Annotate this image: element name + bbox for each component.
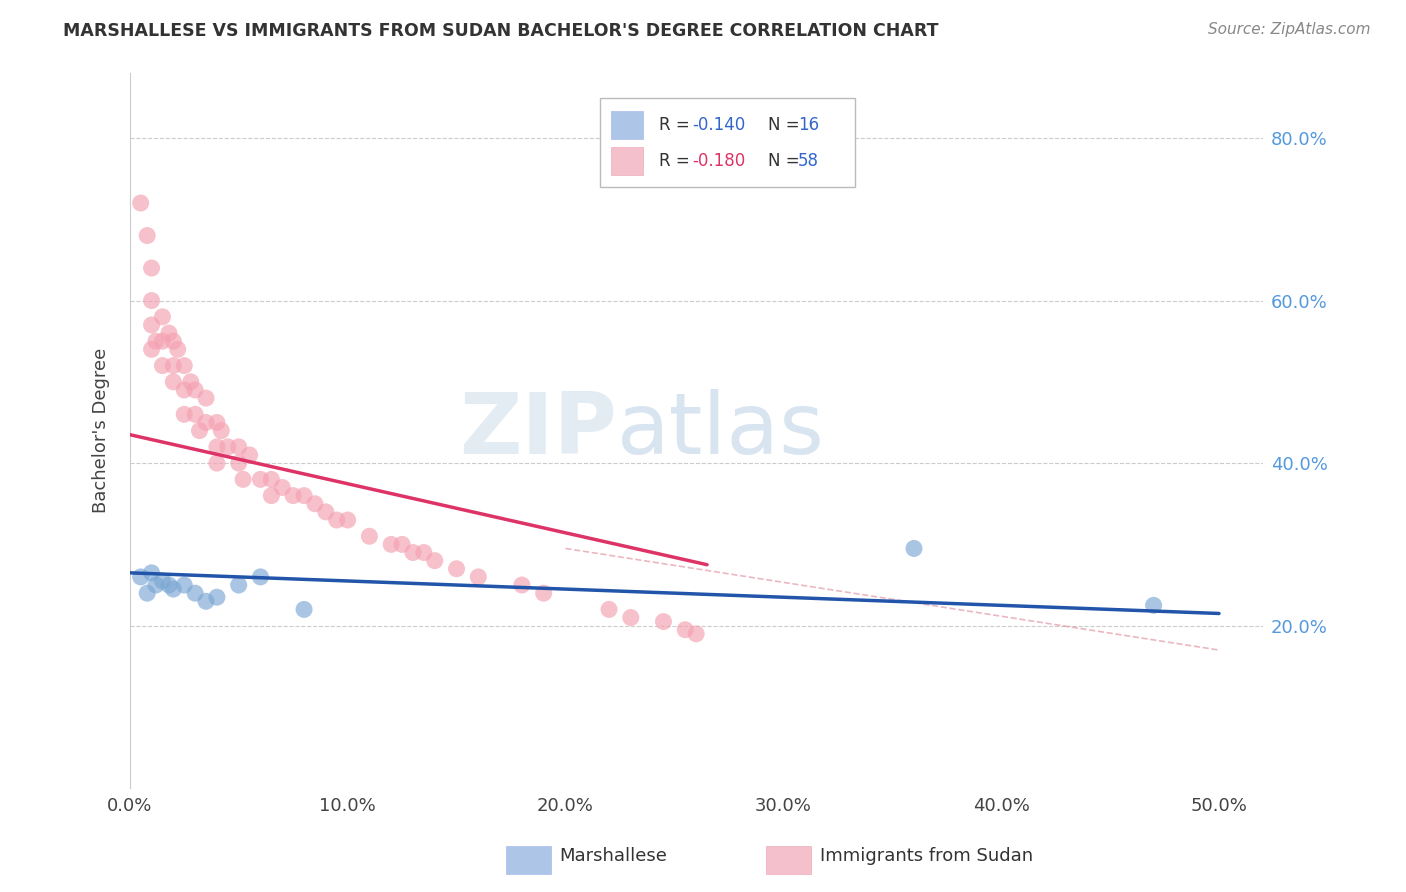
- Point: [162, 334, 184, 349]
- Point: [249, 570, 271, 584]
- Point: [217, 440, 239, 454]
- Point: [205, 456, 228, 470]
- Point: [249, 472, 271, 486]
- Point: [598, 602, 620, 616]
- Point: [260, 472, 283, 486]
- Point: [292, 489, 315, 503]
- Point: [315, 505, 337, 519]
- Text: Source: ZipAtlas.com: Source: ZipAtlas.com: [1208, 22, 1371, 37]
- Point: [162, 582, 184, 596]
- Point: [129, 570, 152, 584]
- Point: [129, 196, 152, 211]
- Point: [446, 562, 468, 576]
- Point: [673, 623, 696, 637]
- Point: [152, 310, 174, 324]
- Point: [166, 343, 188, 357]
- Point: [271, 481, 294, 495]
- Point: [184, 383, 207, 397]
- Point: [283, 489, 305, 503]
- Point: [173, 359, 195, 373]
- Point: [188, 424, 211, 438]
- Text: atlas: atlas: [617, 389, 825, 472]
- Text: Immigrants from Sudan: Immigrants from Sudan: [820, 847, 1033, 865]
- Y-axis label: Bachelor's Degree: Bachelor's Degree: [93, 348, 110, 513]
- Point: [423, 554, 446, 568]
- Point: [184, 408, 207, 422]
- Point: [304, 497, 326, 511]
- Point: [391, 537, 413, 551]
- Text: MARSHALLESE VS IMMIGRANTS FROM SUDAN BACHELOR'S DEGREE CORRELATION CHART: MARSHALLESE VS IMMIGRANTS FROM SUDAN BAC…: [63, 22, 939, 40]
- Point: [205, 591, 228, 605]
- Point: [184, 586, 207, 600]
- Point: [141, 566, 163, 580]
- Point: [685, 627, 707, 641]
- Text: N =: N =: [768, 116, 804, 134]
- Point: [157, 578, 180, 592]
- Point: [533, 586, 555, 600]
- Text: -0.140: -0.140: [693, 116, 747, 134]
- Text: Marshallese: Marshallese: [560, 847, 668, 865]
- Point: [412, 545, 434, 559]
- Point: [1142, 599, 1164, 613]
- Point: [173, 408, 195, 422]
- Point: [292, 602, 315, 616]
- Point: [228, 440, 250, 454]
- Point: [141, 318, 163, 332]
- Point: [141, 261, 163, 276]
- Text: ZIP: ZIP: [460, 389, 617, 472]
- Text: -0.180: -0.180: [693, 152, 747, 170]
- Text: N =: N =: [768, 152, 804, 170]
- Point: [152, 334, 174, 349]
- Text: R =: R =: [659, 116, 695, 134]
- Point: [205, 440, 228, 454]
- Point: [652, 615, 675, 629]
- Point: [209, 424, 232, 438]
- Point: [232, 472, 254, 486]
- Point: [145, 334, 167, 349]
- Point: [325, 513, 347, 527]
- Point: [205, 416, 228, 430]
- Point: [510, 578, 533, 592]
- Point: [152, 359, 174, 373]
- Point: [180, 375, 202, 389]
- Point: [136, 228, 159, 243]
- FancyBboxPatch shape: [600, 98, 855, 187]
- Bar: [612, 146, 643, 175]
- Bar: [612, 111, 643, 139]
- Point: [157, 326, 180, 340]
- Point: [228, 578, 250, 592]
- Point: [195, 416, 218, 430]
- Point: [141, 343, 163, 357]
- Point: [173, 383, 195, 397]
- Text: 16: 16: [799, 116, 820, 134]
- Text: R =: R =: [659, 152, 695, 170]
- Point: [620, 610, 643, 624]
- Point: [136, 586, 159, 600]
- Point: [162, 359, 184, 373]
- Point: [152, 574, 174, 588]
- Point: [402, 545, 425, 559]
- Point: [260, 489, 283, 503]
- Point: [141, 293, 163, 308]
- Point: [145, 578, 167, 592]
- Point: [173, 578, 195, 592]
- Text: 58: 58: [799, 152, 820, 170]
- Point: [467, 570, 489, 584]
- Point: [380, 537, 402, 551]
- Point: [195, 391, 218, 405]
- Point: [195, 594, 218, 608]
- Point: [903, 541, 925, 556]
- Point: [239, 448, 262, 462]
- Point: [336, 513, 359, 527]
- Point: [162, 375, 184, 389]
- Point: [228, 456, 250, 470]
- Point: [359, 529, 381, 543]
